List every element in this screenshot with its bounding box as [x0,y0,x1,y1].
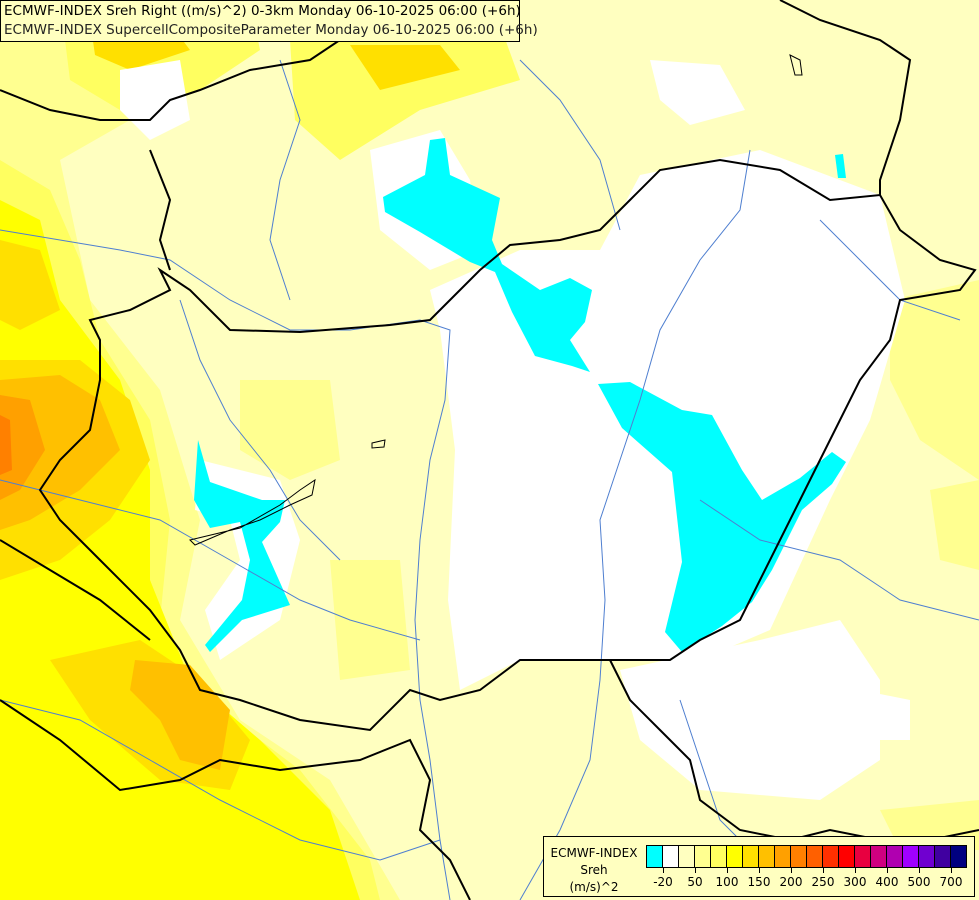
map-title: ECMWF-INDEX Sreh Right ((m/s)^2) 0-3km M… [0,0,538,42]
legend-unit: (m/s)^2 [569,880,619,894]
river-drava [0,479,421,641]
legend-tick-label: 100 [715,875,739,889]
legend-tick-label: 400 [875,875,899,889]
legend-swatch [823,846,839,867]
legend-label: ECMWF-INDEX Sreh (m/s)^2 [544,845,644,896]
legend-swatch [951,846,966,867]
legend-tick-label: 150 [747,875,771,889]
legend-swatch [759,846,775,867]
legend-swatch [647,846,663,867]
legend-tick [823,868,824,873]
legend-tick-label: -20 [653,875,673,889]
river-danube [0,229,451,900]
legend-swatch [663,846,679,867]
legend-tick [759,868,760,873]
legend-swatch [727,846,743,867]
legend-swatch [871,846,887,867]
river-west [179,299,341,561]
legend-tick [791,868,792,873]
legend-swatch [887,846,903,867]
sreh-field-cyan-west [194,440,290,652]
legend-tick [951,868,952,873]
sreh-field-white-southeast [620,620,910,800]
legend-swatch [935,846,951,867]
legend-swatch [855,846,871,867]
color-legend: ECMWF-INDEX Sreh (m/s)^2 -20 50 100 150 200 2… [543,836,975,897]
legend-tick [855,868,856,873]
border-north-2 [149,149,172,271]
legend-swatch [919,846,935,867]
legend-swatch [679,846,695,867]
legend-tick [663,868,664,873]
legend-swatch [807,846,823,867]
river-east [819,219,961,321]
lake-small [371,439,386,449]
legend-tick-label: 500 [907,875,931,889]
sreh-field-gold-north [90,10,460,90]
sreh-field-orange [0,375,230,770]
sreh-field-dark-orange [0,395,45,500]
legend-swatch [743,846,759,867]
legend-source: ECMWF-INDEX [550,846,638,860]
lake-north [789,54,803,76]
river-east-2 [699,499,979,621]
sreh-field-cyan-east [598,382,846,652]
river-north [269,59,301,301]
legend-swatches [646,845,967,868]
legend-variable: Sreh [580,863,608,877]
legend-tick [727,868,728,873]
title-line-sreh: ECMWF-INDEX Sreh Right ((m/s)^2) 0-3km M… [4,3,521,19]
legend-tick [695,868,696,873]
sreh-field-red-orange [0,415,12,475]
border-southwest [0,699,471,900]
legend-swatch [775,846,791,867]
legend-swatch [839,846,855,867]
title-line-scp: ECMWF-INDEX SupercellCompositeParameter … [4,22,538,38]
legend-tick [887,868,888,873]
lakes [189,54,803,546]
river-north-2 [519,59,621,231]
legend-swatch [695,846,711,867]
legend-tick-label: 200 [779,875,803,889]
legend-swatch [711,846,727,867]
border-northeast [779,0,912,195]
sreh-field-cyan-north [383,138,592,372]
sreh-field-yellow-east [240,280,979,850]
legend-tick [919,868,920,873]
legend-tick-label: 50 [687,875,703,889]
river-tisza [519,149,751,900]
river-sava [0,699,441,861]
legend-tick-label: 250 [811,875,835,889]
border-west [0,539,151,641]
legend-swatch [903,846,919,867]
legend-swatch [791,846,807,867]
legend-tick-label: 700 [939,875,963,889]
sreh-field-cyan-small [835,154,846,178]
border-hungary [38,158,977,732]
rivers [0,59,979,900]
legend-tick-label: 300 [843,875,867,889]
lake-balaton [189,478,316,546]
